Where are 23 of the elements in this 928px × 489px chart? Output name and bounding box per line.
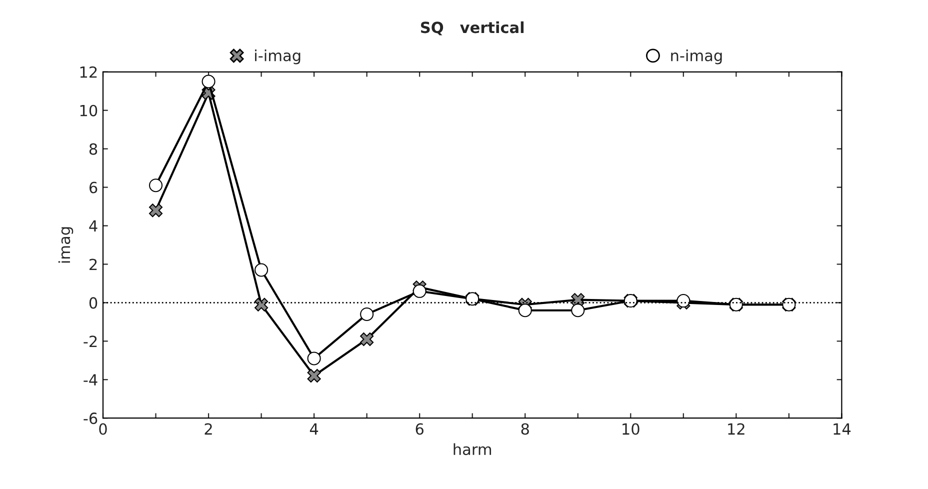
x-tick-label: 14 — [834, 423, 851, 435]
y-tick-label: 12 — [80, 66, 97, 78]
x-tick-label: 6 — [416, 423, 424, 435]
legend-label: i-imag — [255, 49, 300, 64]
x-tick-label: 8 — [521, 423, 529, 435]
y-tick-label: -4 — [84, 374, 98, 386]
x-tick-label: 2 — [204, 423, 212, 435]
x-axis-title: harm — [454, 443, 492, 456]
x-tick-label: 10 — [622, 423, 640, 435]
y-tick-label: 0 — [89, 297, 98, 309]
legend-label: n-imag — [671, 49, 722, 64]
x-tick-label: 12 — [728, 423, 744, 435]
chart-title: SQ vertical — [420, 21, 524, 36]
y-tick-label: 8 — [89, 143, 98, 155]
x-tick-label: 0 — [99, 423, 107, 435]
y-axis-title: imag — [58, 227, 74, 263]
y-tick-label: -6 — [84, 412, 98, 424]
y-tick-label: 6 — [89, 182, 98, 194]
y-tick-label: 10 — [80, 104, 98, 116]
y-tick-label: -2 — [84, 336, 97, 347]
x-tick-label: 4 — [310, 423, 318, 435]
y-tick-label: 4 — [89, 220, 98, 232]
y-tick-label: 2 — [90, 258, 97, 270]
